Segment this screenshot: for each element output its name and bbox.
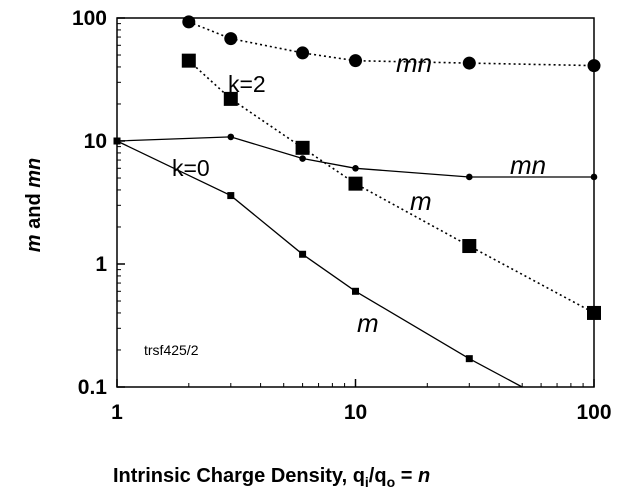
y-axis-label-m: m bbox=[23, 234, 45, 252]
data-point-k0_mn bbox=[352, 164, 359, 172]
data-point-k2_mn bbox=[182, 15, 196, 29]
annotation-k2: k=2 bbox=[228, 71, 266, 97]
x-tick-label: 10 bbox=[344, 401, 367, 424]
x-axis-label-sub-o: o bbox=[387, 474, 396, 490]
data-point-k2_m bbox=[223, 91, 238, 106]
series-line-k0_mn bbox=[116, 136, 594, 178]
x-axis-label-main: Intrinsic Charge Density, q bbox=[113, 465, 365, 487]
data-point-k2_m bbox=[462, 239, 477, 254]
annotation-m-upper: m bbox=[410, 186, 432, 216]
x-axis-label-sub-i: i bbox=[365, 474, 369, 490]
plot-area bbox=[116, 17, 595, 388]
data-point-k2_mn bbox=[349, 54, 362, 68]
series-line-k2_m bbox=[188, 60, 595, 314]
series-layer bbox=[113, 15, 601, 388]
x-tick-label: 1 bbox=[111, 401, 123, 424]
data-point-k2_mn bbox=[587, 59, 601, 73]
data-point-k2_mn bbox=[224, 32, 238, 46]
data-point-k0_mn bbox=[299, 155, 306, 162]
y-tick-label: 1 bbox=[95, 253, 107, 276]
annotation-mn-upper: mn bbox=[396, 48, 432, 78]
annotation-k0: k=0 bbox=[172, 155, 210, 181]
y-tick-label: 10 bbox=[84, 130, 107, 153]
y-axis-label-mn: mn bbox=[23, 158, 45, 188]
x-axis-label-eq: = bbox=[395, 465, 418, 487]
data-point-k0_m bbox=[465, 355, 473, 363]
y-tick-label: 100 bbox=[72, 7, 107, 30]
x-tick-label: 100 bbox=[576, 401, 611, 424]
data-point-k0_m bbox=[227, 192, 235, 200]
plot-frame bbox=[116, 17, 595, 388]
data-point-k0_mn bbox=[113, 137, 121, 145]
x-axis-label-var: n bbox=[418, 465, 430, 487]
data-point-k0_mn bbox=[465, 173, 473, 181]
annotation-m-lower: m bbox=[357, 308, 379, 338]
annotation-tag: trsf425/2 bbox=[144, 342, 199, 358]
y-axis-label: m and mn bbox=[23, 158, 45, 252]
x-axis: 1 10 100 bbox=[111, 379, 612, 424]
data-point-k0_m bbox=[352, 287, 359, 295]
data-point-k2_m bbox=[587, 305, 601, 320]
data-point-k2_mn bbox=[296, 46, 310, 60]
annotation-mn-lower: mn bbox=[510, 150, 546, 180]
series-line-k0_m bbox=[116, 140, 523, 388]
data-point-k2_m bbox=[295, 140, 310, 155]
y-tick-label: 0.1 bbox=[78, 376, 108, 399]
series-line-k2_mn bbox=[188, 21, 595, 67]
y-axis-label-and: and bbox=[23, 188, 45, 235]
data-point-k2_m bbox=[181, 53, 196, 68]
data-point-k2_mn bbox=[462, 56, 476, 70]
data-point-k0_m bbox=[299, 250, 307, 258]
data-point-k0_mn bbox=[590, 173, 598, 181]
data-point-k2_m bbox=[348, 176, 363, 191]
x-axis-label-slash: /q bbox=[369, 465, 387, 487]
x-axis-label: Intrinsic Charge Density, qi/qo = n bbox=[113, 465, 430, 490]
data-point-k0_mn bbox=[227, 133, 235, 141]
